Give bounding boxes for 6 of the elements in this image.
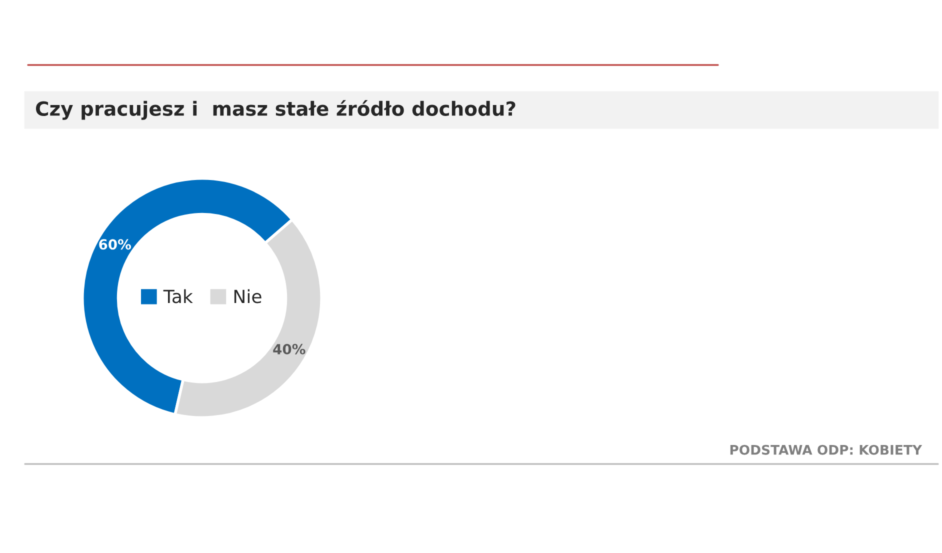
chart-title: Czy pracujesz i masz stałe źródło dochodu? — [36, 100, 516, 120]
legend-label: Nie — [234, 289, 262, 304]
text: PODSTAWA ODP: KOBIETY — [730, 444, 922, 455]
legend-label: Tak — [163, 289, 193, 304]
data-label: 60% — [99, 239, 132, 250]
data-label: 40% — [273, 344, 306, 354]
